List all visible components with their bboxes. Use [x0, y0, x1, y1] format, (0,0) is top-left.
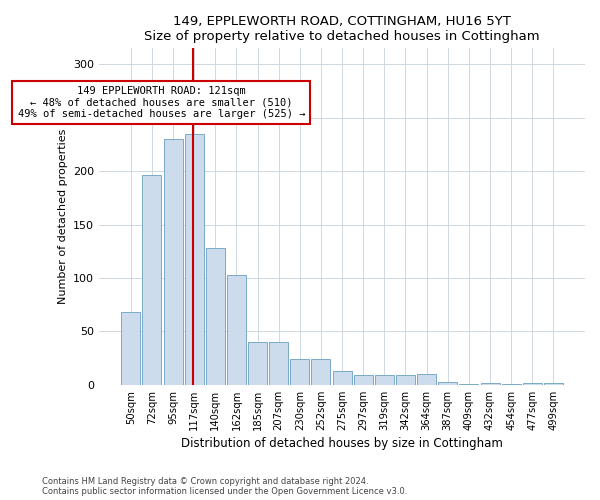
Y-axis label: Number of detached properties: Number of detached properties — [58, 129, 68, 304]
Bar — [332, 371, 352, 385]
Bar — [417, 374, 436, 385]
Bar — [248, 342, 267, 385]
Bar — [269, 342, 288, 385]
Bar — [185, 134, 203, 385]
Text: Contains HM Land Registry data © Crown copyright and database right 2024.: Contains HM Land Registry data © Crown c… — [42, 477, 368, 486]
Bar — [544, 382, 563, 385]
Bar — [121, 312, 140, 385]
Text: Contains public sector information licensed under the Open Government Licence v3: Contains public sector information licen… — [42, 487, 407, 496]
Bar — [227, 275, 246, 385]
X-axis label: Distribution of detached houses by size in Cottingham: Distribution of detached houses by size … — [181, 437, 503, 450]
Bar — [523, 382, 542, 385]
Bar — [206, 248, 225, 385]
Bar — [354, 375, 373, 385]
Bar — [142, 176, 161, 385]
Bar — [290, 359, 310, 385]
Bar — [375, 375, 394, 385]
Bar — [311, 359, 331, 385]
Bar — [460, 384, 478, 385]
Bar — [502, 384, 521, 385]
Bar — [481, 382, 500, 385]
Bar — [396, 375, 415, 385]
Title: 149, EPPLEWORTH ROAD, COTTINGHAM, HU16 5YT
Size of property relative to detached: 149, EPPLEWORTH ROAD, COTTINGHAM, HU16 5… — [144, 15, 540, 43]
Bar — [438, 382, 457, 385]
Text: 149 EPPLEWORTH ROAD: 121sqm
← 48% of detached houses are smaller (510)
49% of se: 149 EPPLEWORTH ROAD: 121sqm ← 48% of det… — [17, 86, 305, 119]
Bar — [164, 139, 182, 385]
